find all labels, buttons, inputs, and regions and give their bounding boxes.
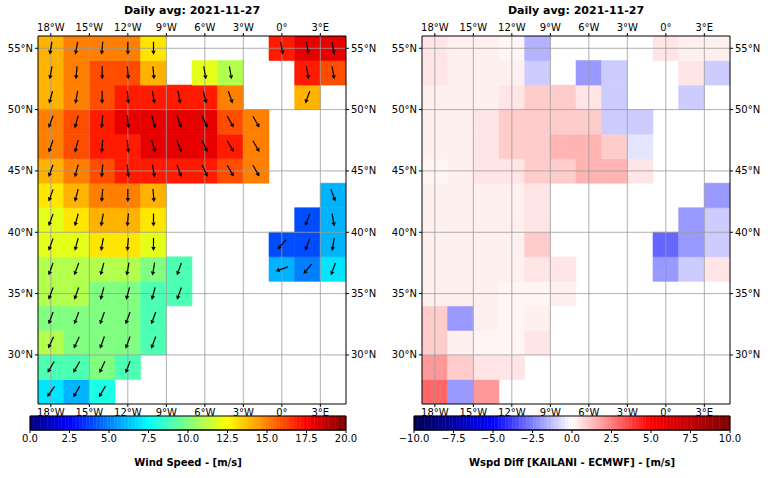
svg-text:40°N: 40°N <box>351 227 376 238</box>
svg-text:0°: 0° <box>276 407 288 419</box>
svg-text:15°W: 15°W <box>75 407 104 419</box>
svg-text:30°N: 30°N <box>8 349 33 360</box>
svg-text:17.5: 17.5 <box>295 433 317 444</box>
svg-text:30°N: 30°N <box>735 349 760 360</box>
svg-text:−10.0: −10.0 <box>399 433 430 444</box>
svg-text:Wind Speed - [m/s]: Wind Speed - [m/s] <box>134 457 242 468</box>
svg-text:3°E: 3°E <box>695 407 714 419</box>
svg-text:45°N: 45°N <box>392 165 417 176</box>
svg-text:6°W: 6°W <box>578 407 600 419</box>
svg-text:40°N: 40°N <box>392 227 417 238</box>
svg-text:55°N: 55°N <box>392 43 417 54</box>
svg-text:9°W: 9°W <box>539 407 561 419</box>
svg-text:12.5: 12.5 <box>216 433 238 444</box>
svg-text:9°W: 9°W <box>156 22 177 33</box>
svg-text:3°E: 3°E <box>695 22 713 33</box>
svg-text:6°W: 6°W <box>578 22 599 33</box>
svg-text:15°W: 15°W <box>459 407 488 419</box>
svg-text:6°W: 6°W <box>194 22 215 33</box>
svg-text:12°W: 12°W <box>498 407 526 419</box>
svg-text:3°E: 3°E <box>311 22 329 33</box>
svg-text:6°W: 6°W <box>194 407 216 419</box>
svg-text:12°W: 12°W <box>114 22 142 33</box>
svg-text:45°N: 45°N <box>8 165 33 176</box>
svg-text:3°W: 3°W <box>616 407 638 419</box>
svg-text:2.5: 2.5 <box>62 433 78 444</box>
svg-text:12°W: 12°W <box>114 407 142 419</box>
svg-text:5.0: 5.0 <box>101 433 117 444</box>
svg-text:3°W: 3°W <box>232 407 254 419</box>
svg-text:15°W: 15°W <box>460 22 488 33</box>
svg-text:50°N: 50°N <box>392 104 417 115</box>
svg-text:55°N: 55°N <box>8 43 33 54</box>
svg-text:10.0: 10.0 <box>177 433 199 444</box>
svg-text:40°N: 40°N <box>8 227 33 238</box>
svg-text:50°N: 50°N <box>351 104 376 115</box>
svg-text:35°N: 35°N <box>8 288 33 299</box>
svg-text:18°W: 18°W <box>421 407 449 419</box>
svg-text:18°W: 18°W <box>421 22 449 33</box>
svg-text:7.5: 7.5 <box>141 433 157 444</box>
svg-text:0.0: 0.0 <box>22 433 38 444</box>
svg-text:35°N: 35°N <box>351 288 376 299</box>
svg-text:35°N: 35°N <box>735 288 760 299</box>
svg-text:−7.5: −7.5 <box>441 433 465 444</box>
svg-text:3°E: 3°E <box>311 407 330 419</box>
svg-text:40°N: 40°N <box>735 227 760 238</box>
svg-text:18°W: 18°W <box>37 22 65 33</box>
svg-text:50°N: 50°N <box>8 104 33 115</box>
svg-text:3°W: 3°W <box>233 22 254 33</box>
svg-text:30°N: 30°N <box>351 349 376 360</box>
svg-text:0°: 0° <box>660 22 671 33</box>
svg-text:45°N: 45°N <box>735 165 760 176</box>
svg-text:9°W: 9°W <box>540 22 561 33</box>
svg-text:5.0: 5.0 <box>643 433 659 444</box>
svg-text:9°W: 9°W <box>155 407 177 419</box>
svg-text:−5.0: −5.0 <box>481 433 505 444</box>
svg-text:55°N: 55°N <box>351 43 376 54</box>
svg-text:10.0: 10.0 <box>719 433 741 444</box>
svg-text:−2.5: −2.5 <box>520 433 544 444</box>
html-text:Daily avg: 2021-11-27: Daily avg: 2021-11-27 <box>507 4 645 17</box>
svg-text:Wspd Diff [KAILANI - ECMWF] -: Wspd Diff [KAILANI - ECMWF] - [m/s] <box>469 457 675 468</box>
svg-text:18°W: 18°W <box>37 407 65 419</box>
svg-text:15°W: 15°W <box>76 22 104 33</box>
svg-text:2.5: 2.5 <box>604 433 620 444</box>
svg-text:7.5: 7.5 <box>683 433 699 444</box>
svg-text:0°: 0° <box>276 22 287 33</box>
svg-text:50°N: 50°N <box>735 104 760 115</box>
svg-text:20.0: 20.0 <box>335 433 357 444</box>
svg-text:0°: 0° <box>660 407 672 419</box>
svg-text:3°W: 3°W <box>617 22 638 33</box>
svg-text:55°N: 55°N <box>735 43 760 54</box>
svg-text:35°N: 35°N <box>392 288 417 299</box>
svg-text:45°N: 45°N <box>351 165 376 176</box>
html-text:Daily avg: 2021-11-27: Daily avg: 2021-11-27 <box>123 4 261 17</box>
svg-text:30°N: 30°N <box>392 349 417 360</box>
svg-text:12°W: 12°W <box>498 22 526 33</box>
svg-text:0.0: 0.0 <box>564 433 580 444</box>
svg-text:15.0: 15.0 <box>256 433 278 444</box>
